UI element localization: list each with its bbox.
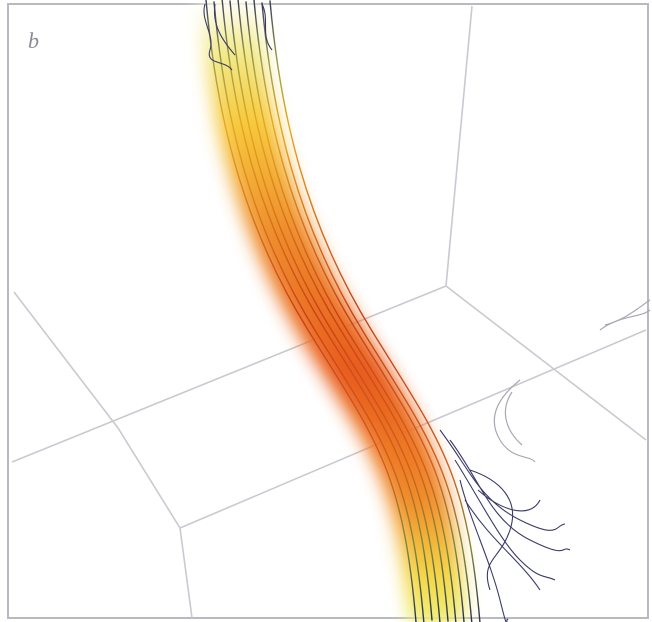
faint-strands [494, 300, 650, 462]
strand [440, 430, 565, 530]
strand [460, 480, 508, 622]
strand [478, 490, 540, 511]
grid-line [14, 292, 192, 618]
strand [455, 460, 555, 580]
panel-label: b [28, 28, 39, 53]
grid-line [446, 286, 646, 440]
page: b (() => { const data = JSON.parse(docum… [0, 0, 652, 622]
strand [600, 310, 650, 330]
figure-panel: b [0, 0, 652, 622]
strand [605, 300, 650, 325]
strand [505, 392, 522, 445]
grid-line [446, 6, 472, 286]
